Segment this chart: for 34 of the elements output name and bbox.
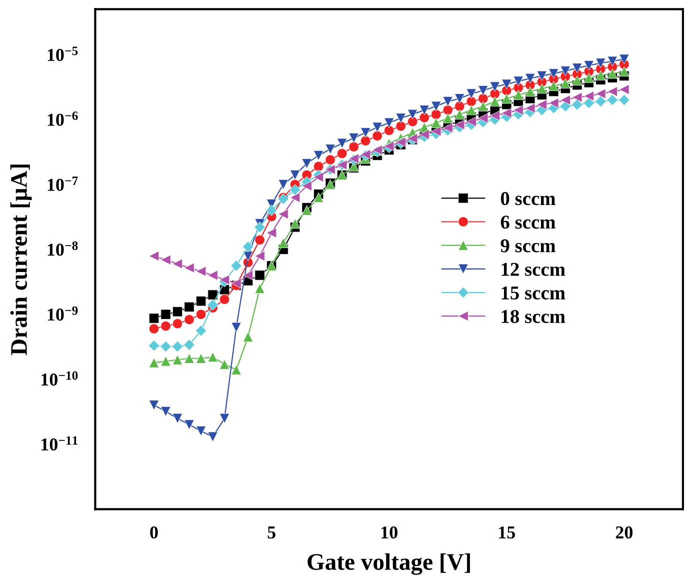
y-tick-label: 10$^{−7}$ <box>48 176 78 191</box>
point <box>160 406 171 417</box>
legend-label: 12 sccm <box>502 262 566 276</box>
y-tick-label: 10$^{−9}$ <box>48 306 78 321</box>
legend-label: 0 sccm <box>500 192 556 206</box>
point <box>289 184 301 196</box>
point <box>290 192 300 203</box>
x-tick-label: 0 <box>150 526 158 539</box>
y-tick-label: 10$^{−10}$ <box>42 371 78 386</box>
y-tick-label: 10$^{−8}$ <box>48 241 78 256</box>
point <box>278 179 288 190</box>
legend-label: 15 sccm <box>502 286 566 300</box>
point <box>196 296 206 306</box>
point <box>596 58 606 68</box>
x-axis-title: Gate voltage [V] <box>308 553 470 575</box>
legend-label: 9 sccm <box>500 239 556 252</box>
point <box>584 90 594 102</box>
point <box>266 204 278 216</box>
point <box>302 158 312 169</box>
y-tick-label: 10$^{−5}$ <box>48 46 78 62</box>
point <box>595 96 606 108</box>
point <box>325 154 336 165</box>
x-tick-label: 15 <box>499 526 515 539</box>
x-tick-label: 10 <box>382 526 398 539</box>
x-tick-label: 20 <box>616 526 633 539</box>
legend-label: 18 sccm <box>502 310 566 324</box>
y-tick-label: 10$^{−6}$ <box>48 112 78 126</box>
legend-label: 6 sccm <box>500 216 556 229</box>
y-axis-title: Drain current [μA] <box>10 164 32 356</box>
y-tick-label: 10$^{−11}$ <box>42 436 78 451</box>
point <box>242 241 254 252</box>
point <box>207 299 218 310</box>
point <box>607 86 618 97</box>
x-tick-label: 5 <box>268 526 276 539</box>
